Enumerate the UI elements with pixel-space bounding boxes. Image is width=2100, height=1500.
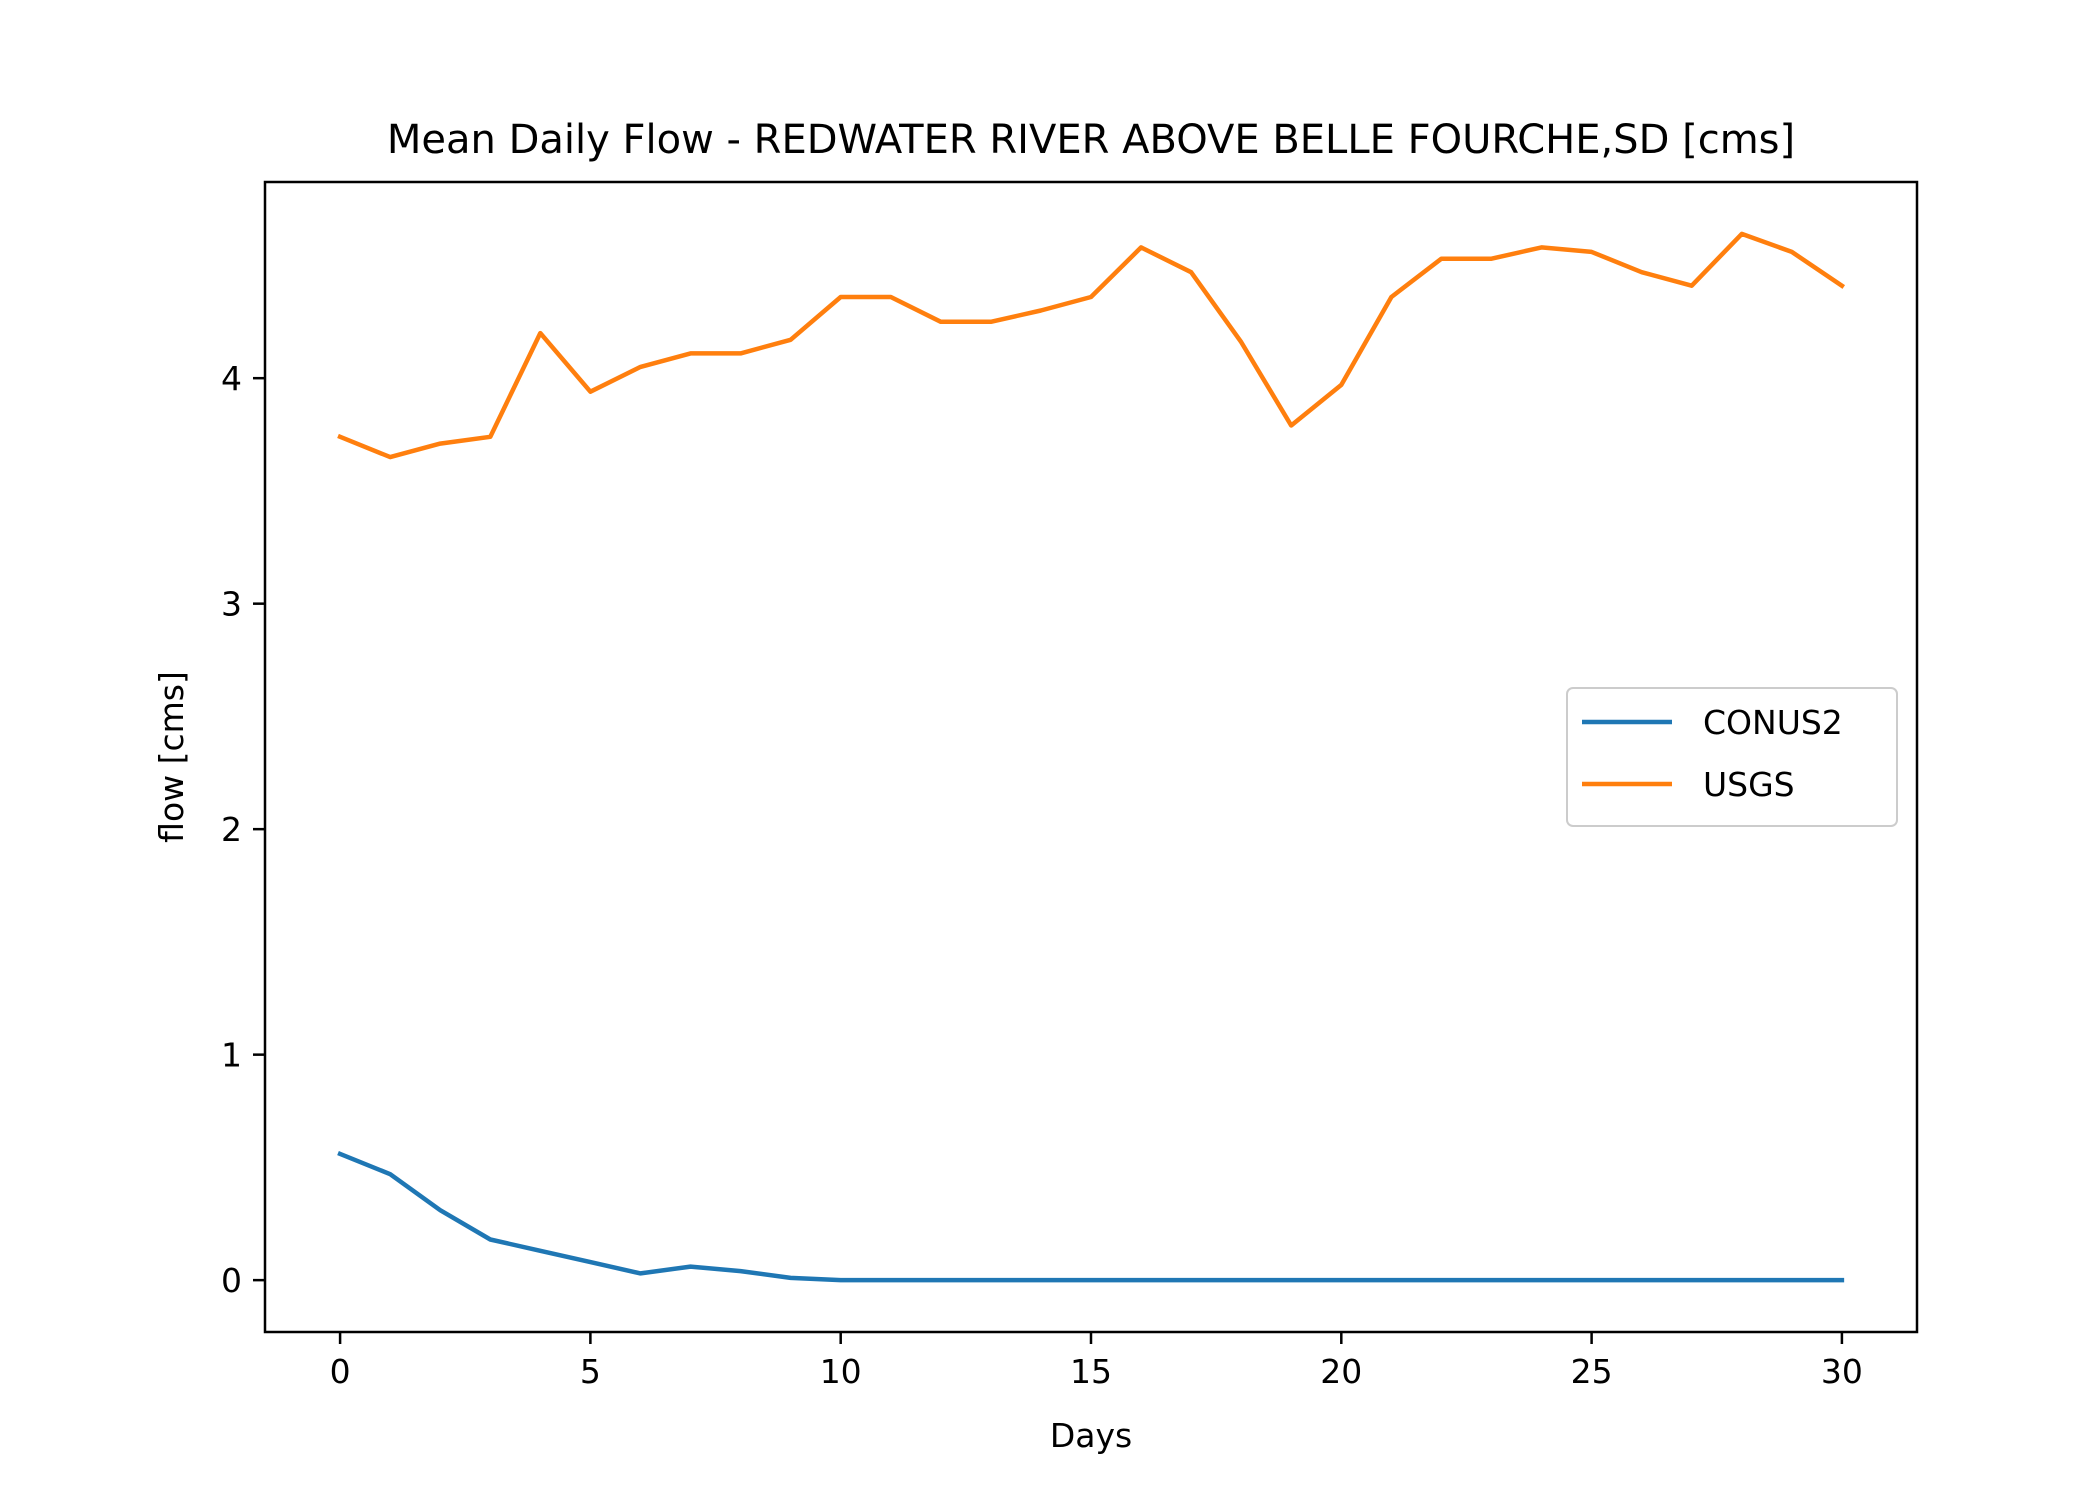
y-axis-ticks: 0 1 2 3 4 [221, 359, 265, 1300]
x-tick-label: 30 [1821, 1352, 1863, 1391]
x-tick-label: 20 [1320, 1352, 1362, 1391]
plot-lines [337, 231, 1846, 1283]
x-tick-label: 10 [820, 1352, 862, 1391]
y-tick-label: 3 [221, 585, 242, 624]
legend-label-conus2: CONUS2 [1703, 703, 1843, 742]
x-tick-label: 25 [1571, 1352, 1613, 1391]
x-tick-label: 15 [1070, 1352, 1112, 1391]
y-axis-label: flow [cms] [152, 671, 191, 843]
x-axis-label: Days [1050, 1416, 1132, 1455]
y-tick-label: 2 [221, 810, 242, 849]
x-axis-ticks: 0 5 10 15 20 25 30 [330, 1332, 1863, 1391]
x-tick-label: 5 [580, 1352, 601, 1391]
series-line-usgs [337, 231, 1846, 460]
y-tick-label: 0 [221, 1261, 242, 1300]
y-tick-label: 4 [221, 359, 242, 398]
chart-title: Mean Daily Flow - REDWATER RIVER ABOVE B… [387, 117, 1795, 163]
x-tick-label: 0 [330, 1352, 351, 1391]
legend-label-usgs: USGS [1703, 765, 1795, 804]
legend: CONUS2 USGS [1566, 687, 1898, 827]
y-tick-label: 1 [221, 1036, 242, 1075]
series-line-conus2 [337, 1150, 1845, 1283]
